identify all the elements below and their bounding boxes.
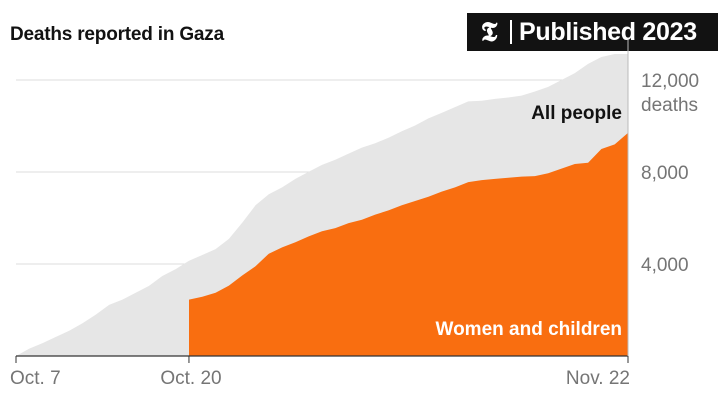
x-tick-label: Oct. 20 [160, 368, 221, 389]
badge-divider [510, 20, 512, 44]
series-label-all-people: All people [531, 103, 622, 124]
y-unit-label: deaths [641, 95, 698, 116]
x-tick-label: Oct. 7 [10, 368, 61, 389]
publication-badge: 𝕿 Published 2023 [467, 13, 718, 51]
badge-text: Published 2023 [519, 17, 697, 46]
axes [15, 40, 629, 363]
y-tick-label: 12,000 [641, 71, 699, 92]
y-tick-label: 4,000 [641, 255, 689, 276]
chart-title: Deaths reported in Gaza [10, 24, 224, 45]
nyt-logo-icon: 𝕿 [480, 17, 498, 47]
series-label-women-and-children: Women and children [435, 319, 622, 340]
labels: Oct. 7 Oct. 20 Nov. 22 4,000 8,000 12,000 deat… [10, 71, 699, 389]
y-tick-label: 8,000 [641, 163, 689, 184]
area-women-and-children [189, 132, 628, 356]
areas [16, 54, 628, 356]
x-tick-label: Nov. 22 [566, 368, 630, 389]
